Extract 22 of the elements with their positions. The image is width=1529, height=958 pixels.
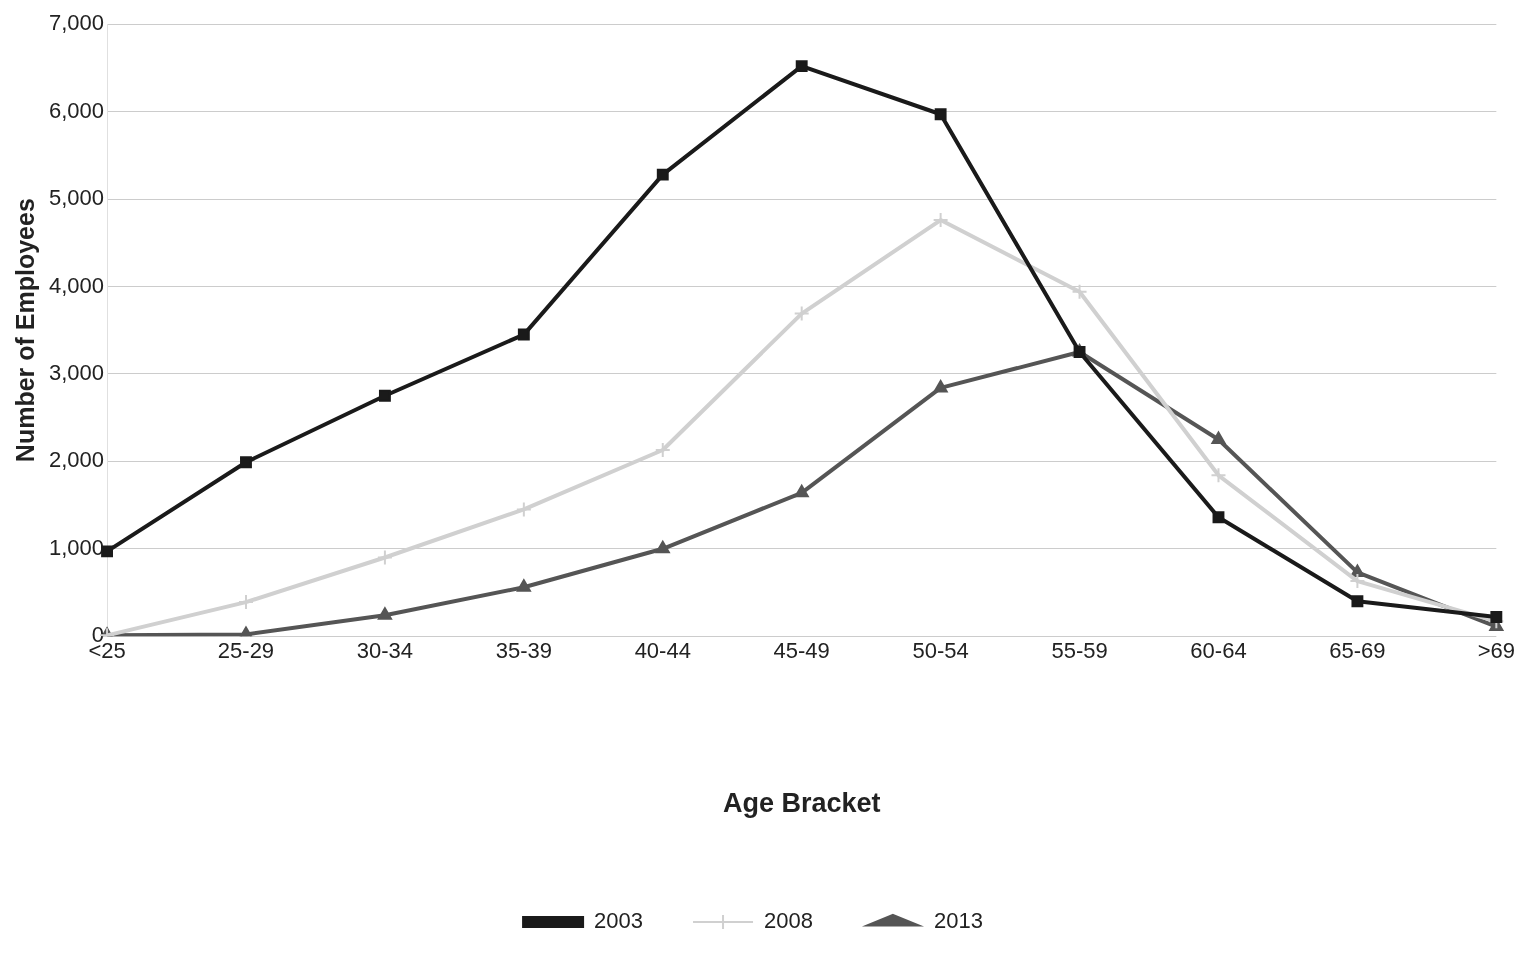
x-tick-label: 25-29 xyxy=(217,638,275,664)
y-tick-label: 4,000 xyxy=(48,272,105,298)
y-tick-label: 3,000 xyxy=(48,359,105,385)
y-tick-label: 1,000 xyxy=(48,534,105,560)
x-tick-label: 35-39 xyxy=(495,638,552,664)
x-tick-label: 55-59 xyxy=(1051,638,1108,664)
x-tick-label: >69 xyxy=(1477,638,1515,664)
x-tick-label: 40-44 xyxy=(634,638,691,664)
x-tick-label: 50-54 xyxy=(912,638,969,664)
x-tick-label: 30-34 xyxy=(356,638,414,664)
x-axis-title: Age Bracket xyxy=(722,788,881,819)
y-tick-label: 7,000 xyxy=(48,10,105,36)
y-tick-label: 5,000 xyxy=(48,185,105,211)
x-tick-label: 45-49 xyxy=(773,638,830,664)
y-tick-label: 2,000 xyxy=(48,447,105,473)
legend-label: 2003 xyxy=(594,908,644,934)
legend-label: 2008 xyxy=(764,908,813,934)
x-tick-label: 60-64 xyxy=(1190,638,1247,664)
y-tick-label: 6,000 xyxy=(48,97,105,123)
y-axis-title: Number of Employees xyxy=(10,198,39,463)
x-tick-label: 65-69 xyxy=(1329,638,1386,664)
legend-label: 2013 xyxy=(933,908,983,934)
